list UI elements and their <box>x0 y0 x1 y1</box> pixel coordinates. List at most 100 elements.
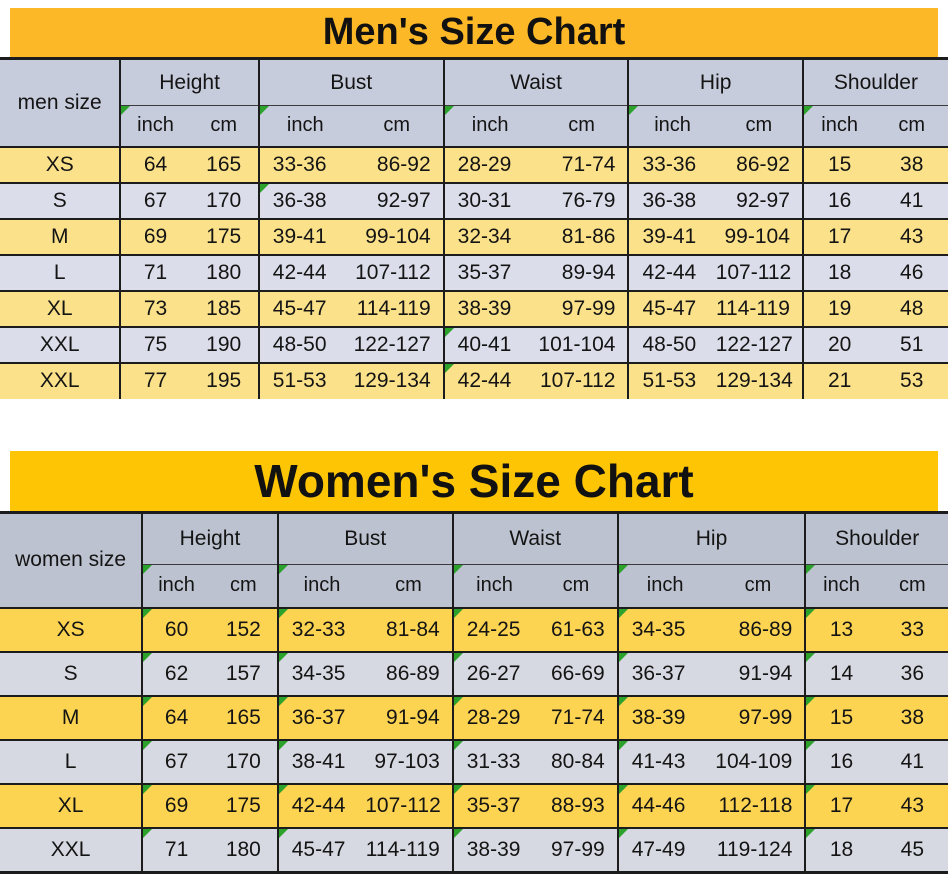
measurement-cell: 86-89 <box>365 651 453 696</box>
measurement-cell: 13 <box>804 607 877 652</box>
measurement-cell: 114-119 <box>715 289 803 327</box>
measurement-cell: 91-94 <box>711 651 806 696</box>
womens-chart-title-banner: Women's Size Chart <box>10 450 938 511</box>
size-label-cell: L <box>0 253 121 291</box>
measurement-cell: 18 <box>801 253 876 291</box>
mens-corner-header: men size <box>0 58 121 147</box>
size-chart-page: Men's Size Chart men size Height Bust Wa… <box>0 8 948 874</box>
measurement-cell: 41 <box>876 739 948 784</box>
unit-cm-header: cm <box>365 563 453 608</box>
measurement-cell: 39-41 <box>257 217 351 255</box>
measurement-cell: 33-36 <box>627 145 716 183</box>
measurement-cell: 21 <box>801 361 876 399</box>
size-label-cell: XL <box>0 289 121 327</box>
measurement-cell: 36-37 <box>276 695 366 740</box>
measurement-cell: 15 <box>801 145 876 183</box>
measurement-cell: 35-37 <box>442 253 536 291</box>
unit-inch-header: inch <box>257 105 351 147</box>
mens-size-chart-section: Men's Size Chart men size Height Bust Wa… <box>0 8 948 399</box>
measurement-cell: 122-127 <box>350 325 444 363</box>
measurement-cell: 42-44 <box>442 361 536 399</box>
table-row: XL 73 185 45-47 114-119 38-39 97-99 45-47 114-11… <box>0 289 948 327</box>
unit-cm-header: cm <box>711 563 806 608</box>
measurement-cell: 64 <box>141 695 210 740</box>
measurement-cell: 170 <box>209 739 278 784</box>
unit-cm-header: cm <box>876 563 948 608</box>
measurement-cell: 61-63 <box>535 607 618 652</box>
measurement-cell: 47-49 <box>616 827 712 872</box>
measurement-cell: 175 <box>209 783 278 828</box>
header-waist: Waist <box>442 58 629 106</box>
womens-size-table: women size Height Bust Waist Hip Shoulde… <box>0 510 948 874</box>
measurement-cell: 112-118 <box>711 783 806 828</box>
measurement-cell: 28-29 <box>451 695 536 740</box>
measurement-cell: 43 <box>876 783 948 828</box>
size-label-cell: M <box>0 695 143 740</box>
unit-inch-header: inch <box>801 105 876 147</box>
unit-inch-header: inch <box>119 105 190 147</box>
womens-corner-header: women size <box>0 512 143 608</box>
unit-cm-header: cm <box>350 105 444 147</box>
measurement-cell: 38 <box>875 145 948 183</box>
header-shoulder: Shoulder <box>801 58 948 106</box>
mens-chart-title-banner: Men's Size Chart <box>10 8 938 57</box>
measurement-cell: 81-84 <box>365 607 453 652</box>
measurement-cell: 92-97 <box>350 181 444 219</box>
measurement-cell: 97-99 <box>535 827 618 872</box>
measurement-cell: 35-37 <box>451 783 536 828</box>
table-row: XXL 75 190 48-50 122-127 40-41 101-104 48-50 122… <box>0 325 948 363</box>
measurement-cell: 97-99 <box>711 695 806 740</box>
measurement-cell: 71 <box>141 827 210 872</box>
table-row: S 67 170 36-38 92-97 30-31 76-79 36-38 92-97 16 41 <box>0 181 948 219</box>
measurement-cell: 36-38 <box>257 181 351 219</box>
measurement-cell: 15 <box>804 695 877 740</box>
size-label-cell: XXL <box>0 325 121 363</box>
measurement-cell: 36-38 <box>627 181 716 219</box>
measurement-cell: 38-41 <box>276 739 366 784</box>
unit-cm-header: cm <box>189 105 259 147</box>
mens-size-table: men size Height Bust Waist Hip Shoulder … <box>0 57 948 399</box>
measurement-cell: 24-25 <box>451 607 536 652</box>
mens-chart-title: Men's Size Chart <box>322 11 626 53</box>
unit-cm-header: cm <box>715 105 803 147</box>
measurement-cell: 48-50 <box>257 325 351 363</box>
table-row: XXL 71 180 45-47 114-119 38-39 97-99 47-49 119-1… <box>0 827 948 872</box>
measurement-cell: 101-104 <box>535 325 629 363</box>
measurement-cell: 89-94 <box>535 253 629 291</box>
measurement-cell: 86-92 <box>350 145 444 183</box>
measurement-cell: 180 <box>209 827 278 872</box>
measurement-cell: 51-53 <box>257 361 351 399</box>
measurement-cell: 114-119 <box>350 289 444 327</box>
measurement-cell: 38-39 <box>442 289 536 327</box>
measurement-cell: 16 <box>801 181 876 219</box>
measurement-cell: 99-104 <box>350 217 444 255</box>
measurement-cell: 28-29 <box>442 145 536 183</box>
measurement-cell: 86-89 <box>711 607 806 652</box>
size-label-cell: XS <box>0 607 143 652</box>
measurement-cell: 34-35 <box>616 607 712 652</box>
size-label-cell: XS <box>0 145 121 183</box>
measurement-cell: 16 <box>804 739 877 784</box>
measurement-cell: 119-124 <box>711 827 806 872</box>
womens-chart-title: Women's Size Chart <box>254 454 694 507</box>
measurement-cell: 165 <box>209 695 278 740</box>
measurement-cell: 46 <box>875 253 948 291</box>
measurement-cell: 51-53 <box>627 361 716 399</box>
measurement-cell: 122-127 <box>715 325 803 363</box>
measurement-cell: 30-31 <box>442 181 536 219</box>
measurement-cell: 48 <box>875 289 948 327</box>
measurement-cell: 32-34 <box>442 217 536 255</box>
size-label-cell: S <box>0 181 121 219</box>
measurement-cell: 18 <box>804 827 877 872</box>
table-row: S 62 157 34-35 86-89 26-27 66-69 36-37 91-94 14 36 <box>0 651 948 696</box>
measurement-cell: 38 <box>876 695 948 740</box>
measurement-cell: 129-134 <box>715 361 803 399</box>
measurement-cell: 40-41 <box>442 325 536 363</box>
measurement-cell: 152 <box>209 607 278 652</box>
unit-inch-header: inch <box>451 563 536 608</box>
measurement-cell: 38-39 <box>451 827 536 872</box>
measurement-cell: 107-112 <box>365 783 453 828</box>
table-row: XS 60 152 32-33 81-84 24-25 61-63 34-35 86-89 13 3… <box>0 607 948 652</box>
unit-cm-header: cm <box>209 563 278 608</box>
measurement-cell: 69 <box>119 217 190 255</box>
